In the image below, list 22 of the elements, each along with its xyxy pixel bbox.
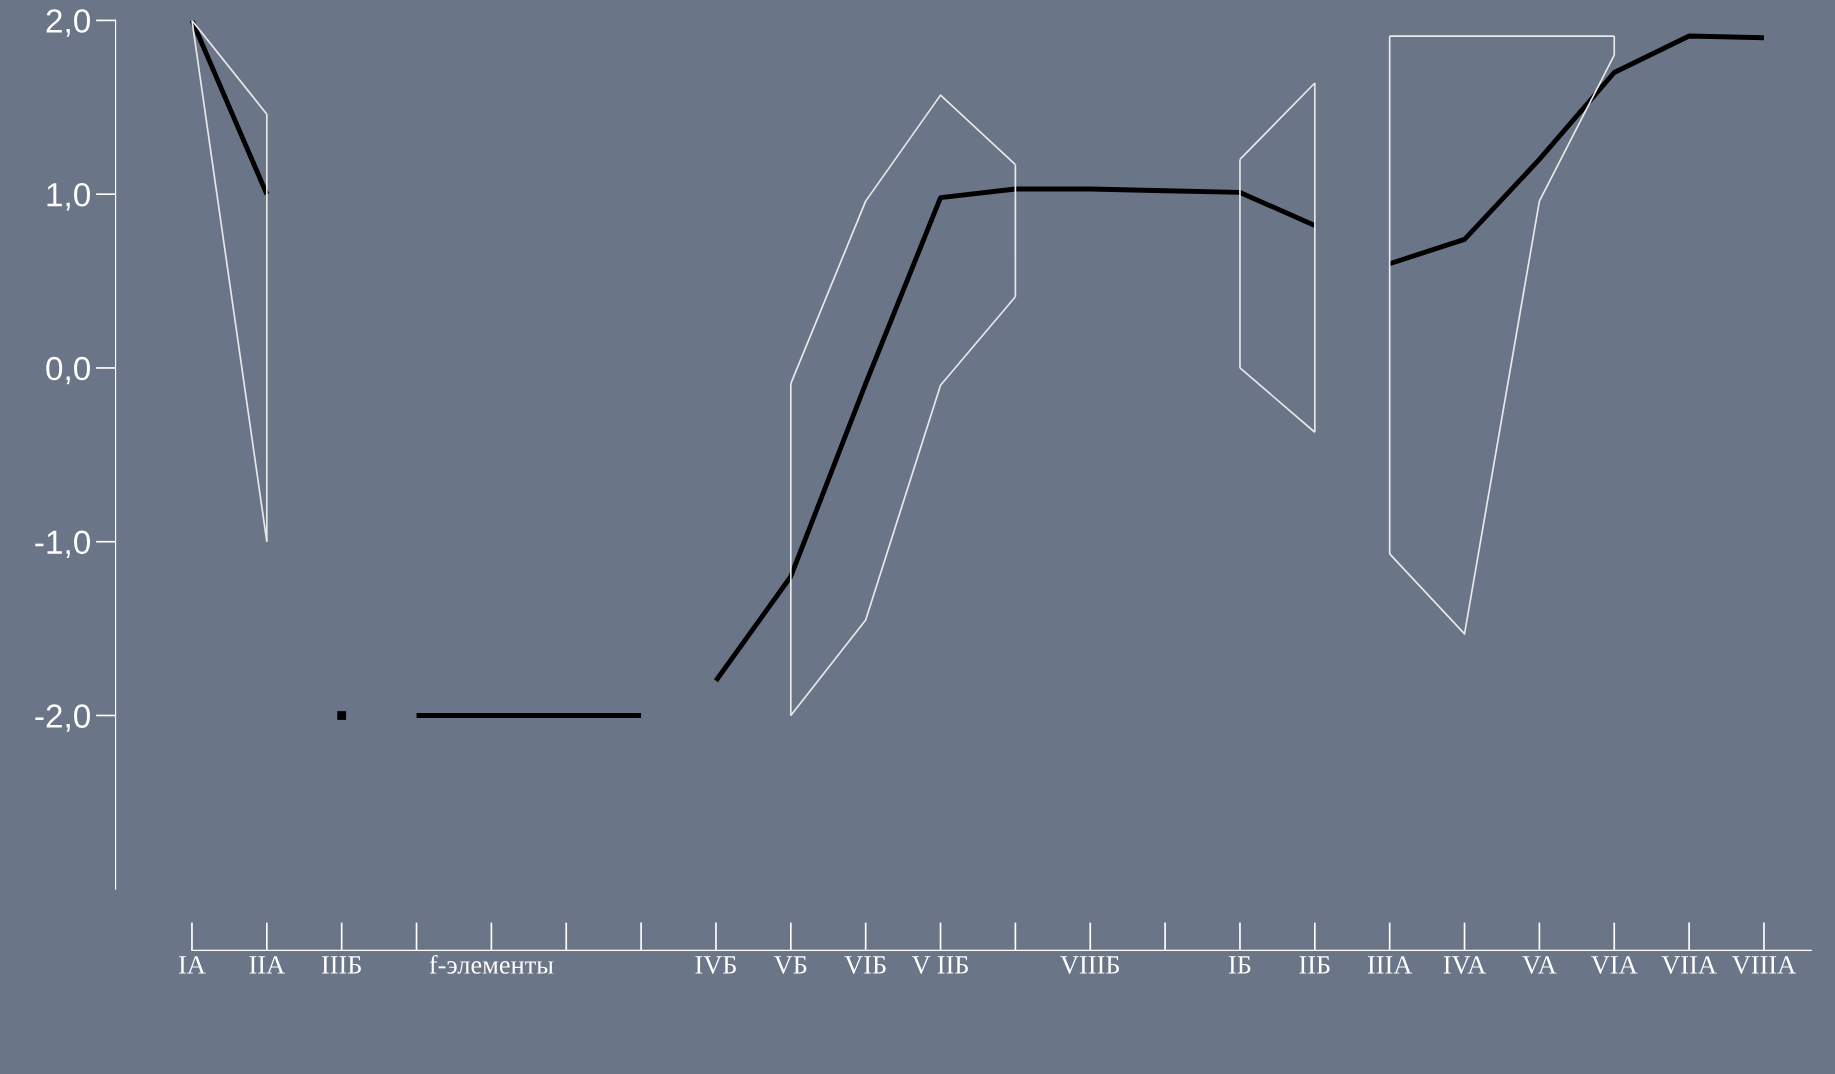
x-tick-label: IБ bbox=[1228, 956, 1251, 974]
x-tick-label: IA bbox=[178, 956, 206, 974]
x-tick-label: IIA bbox=[249, 956, 285, 974]
x-tick-label: IIIБ bbox=[321, 956, 361, 974]
x-tick-label: VБ bbox=[774, 956, 807, 974]
y-tick-label: -2,0 bbox=[35, 704, 90, 732]
y-tick-label: -1,0 bbox=[35, 530, 90, 559]
x-tick-label: VIБ bbox=[844, 956, 886, 974]
x-tick-label: VIIIA bbox=[1732, 956, 1797, 974]
x-tick-label: IVБ bbox=[695, 956, 736, 974]
x-tick-label: IIIA bbox=[1367, 956, 1413, 974]
y-tick-label: 1,0 bbox=[47, 182, 90, 211]
x-tick-label: IVA bbox=[1443, 956, 1487, 974]
x-tick-label: VIA bbox=[1591, 956, 1638, 974]
x-tick-label: V IIБ bbox=[911, 956, 968, 974]
x-tick-label: VA bbox=[1522, 956, 1557, 974]
y-tick-label: 2,0 bbox=[46, 9, 90, 37]
x-tick-label: f-элементы bbox=[429, 954, 554, 974]
y-tick-label: 0,0 bbox=[46, 356, 90, 385]
x-tick-label: IIБ bbox=[1299, 956, 1330, 974]
x-tick-label: VIIA bbox=[1661, 956, 1717, 974]
x-tick-label: VIIIБ bbox=[1060, 956, 1119, 974]
